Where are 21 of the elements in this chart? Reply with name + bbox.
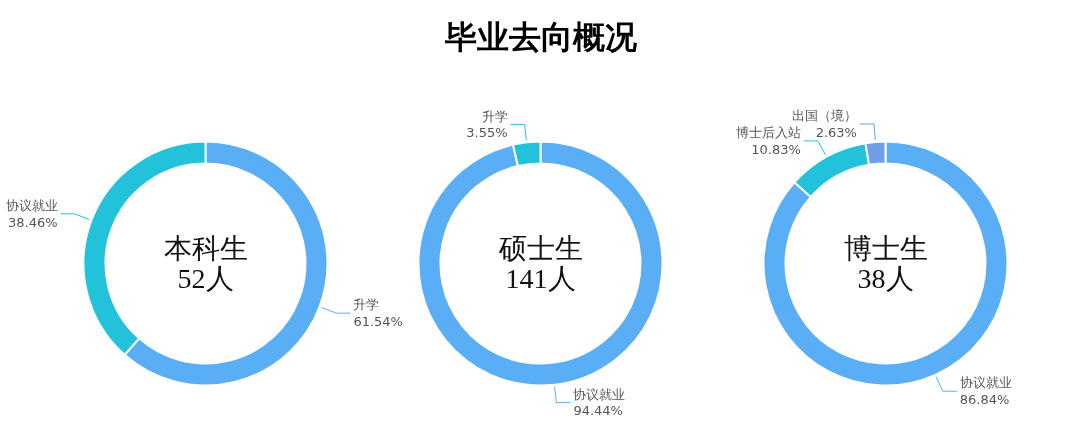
data-label: 61.54%	[353, 313, 403, 329]
text: 38人	[857, 263, 914, 294]
text: 本科生	[163, 232, 248, 265]
data-label: 10.83%	[751, 141, 801, 157]
data-label: 2.63%	[815, 124, 857, 140]
slice-label: 协议就业	[959, 375, 1012, 391]
slice-label: 博士后入站	[735, 125, 801, 141]
text: 博士生	[843, 232, 928, 265]
data-label: 94.44%	[573, 403, 623, 419]
text: 52人	[177, 263, 234, 294]
text: 141人	[505, 263, 576, 294]
slice-label: 出国（境）	[791, 108, 857, 124]
data-label: 38.46%	[8, 214, 58, 230]
chart-title: 毕业去向概况	[443, 17, 638, 56]
slice-label: 协议就业	[5, 198, 58, 214]
text: 硕士生	[497, 232, 583, 265]
data-label: 86.84%	[959, 391, 1010, 407]
slice-label: 升学	[481, 108, 508, 124]
slice-label: 协议就业	[573, 386, 626, 402]
data-label: 3.55%	[466, 125, 508, 141]
slice-label: 升学	[353, 297, 380, 313]
